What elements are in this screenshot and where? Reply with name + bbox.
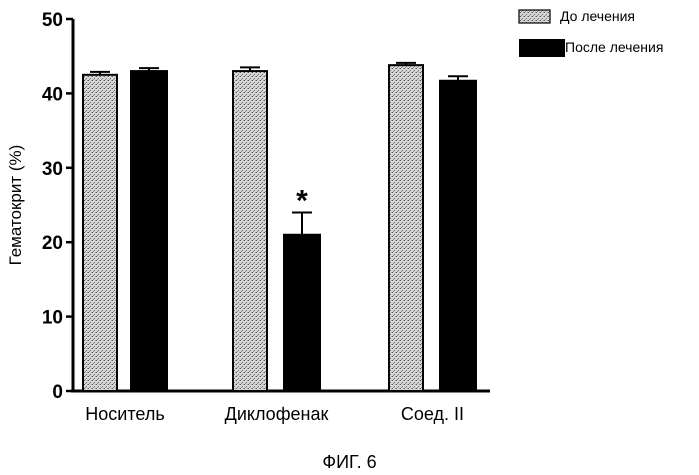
legend-swatch-before [519, 10, 550, 23]
bar-before-treatment [389, 65, 423, 391]
legend-swatch-after [519, 39, 565, 57]
bar-after-treatment [131, 71, 167, 391]
bars-group: * [83, 63, 476, 391]
bar-after-treatment [440, 81, 476, 391]
y-tick-label: 20 [42, 233, 63, 254]
y-axis-ticks: 0 10 20 30 40 50 [42, 10, 73, 403]
bar-before-treatment [83, 75, 117, 391]
x-tick-label: Соед. II [401, 404, 464, 424]
y-axis-label: Гематокрит (%) [6, 145, 25, 266]
bar-before-treatment [233, 71, 267, 391]
significance-asterisk: * [296, 184, 308, 217]
y-tick-label: 10 [42, 308, 63, 329]
y-tick-label: 30 [42, 159, 63, 180]
figure-caption: ФИГ. 6 [0, 452, 699, 473]
x-tick-label: Носитель [85, 404, 164, 424]
y-tick-label: 0 [52, 382, 63, 403]
x-axis-tick-labels: Носитель Диклофенак Соед. II [85, 404, 464, 424]
y-tick-label: 40 [42, 84, 63, 105]
y-tick-label: 50 [42, 10, 63, 31]
x-tick-label: Диклофенак [225, 404, 329, 424]
legend-label-after: После лечения [565, 39, 663, 55]
legend: До лечения После лечения [519, 8, 663, 57]
bar-after-treatment [284, 235, 320, 391]
legend-label-before: До лечения [560, 8, 635, 24]
